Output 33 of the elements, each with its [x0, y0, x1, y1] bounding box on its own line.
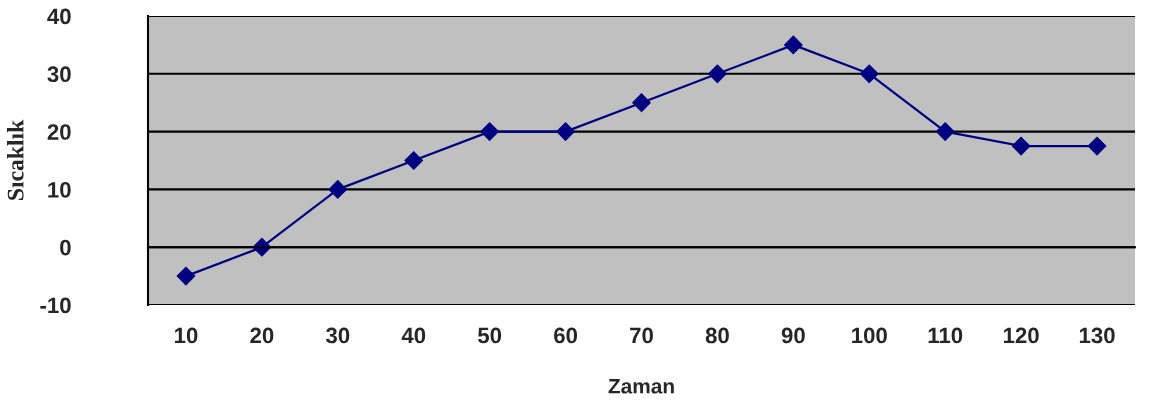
x-tick-label: 70 [630, 327, 653, 344]
point [1011, 136, 1031, 156]
x-tick-label: 10 [175, 327, 198, 344]
y-tick-label: 20 [47, 124, 71, 140]
x-tick-label: 80 [705, 327, 729, 344]
x-tick-label: 50 [477, 327, 502, 344]
x-tick-label: 20 [250, 327, 274, 344]
point [556, 122, 575, 141]
y-tick-label: 30 [47, 66, 71, 83]
y-axis-title: Sıcaklık [6, 119, 24, 200]
x-tick-label: 110 [928, 327, 963, 344]
x-tick-label: 120 [1003, 327, 1039, 344]
x-tick-label: 30 [325, 327, 350, 344]
x-tick-label: 40 [401, 327, 426, 344]
point [176, 266, 196, 286]
x-tick-label: 100 [852, 327, 887, 344]
x-tick-label: 60 [554, 327, 578, 344]
point [1087, 136, 1107, 156]
x-tick-label: 90 [781, 327, 805, 344]
y-tick-label: -10 [40, 297, 71, 314]
y-tick-label: 0 [60, 239, 71, 256]
point [480, 122, 500, 141]
point [783, 35, 803, 55]
point [632, 93, 651, 113]
point [328, 180, 348, 199]
x-tick-label: 130 [1079, 327, 1115, 344]
x-axis-title: Zaman [608, 379, 674, 394]
point [404, 151, 424, 170]
point [935, 122, 955, 141]
point [708, 64, 727, 84]
y-tick-label: 10 [48, 181, 71, 198]
y-tick-label: 40 [47, 8, 71, 25]
point [859, 64, 879, 84]
